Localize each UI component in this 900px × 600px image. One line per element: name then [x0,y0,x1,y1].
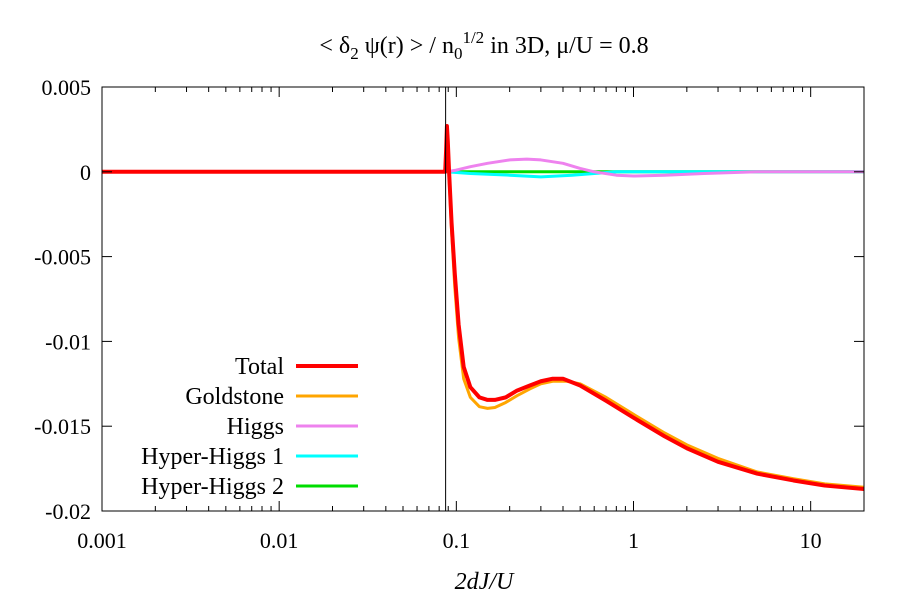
legend-label: Total [235,354,284,380]
series-line-hyper-higgs-1 [102,170,864,179]
legend-label: Higgs [227,414,284,440]
legend-label: Hyper-Higgs 1 [141,444,284,470]
series-line-higgs [102,157,864,178]
series-line-total [102,124,865,491]
y-tick-label: 0.005 [42,75,92,100]
y-tick-label: -0.02 [45,499,91,524]
x-tick-label: 0.001 [77,528,127,553]
plot-frame [101,86,865,512]
y-tick-label: -0.015 [34,414,91,439]
x-tick-label: 1 [628,528,639,553]
x-axis-label: 2dJ/U [455,569,515,595]
x-tick-label: 10 [800,528,822,553]
series-layer [102,124,865,491]
y-tick-label: -0.01 [45,329,91,354]
chart-title: < δ2 ψ(r) > / n01/2 in 3D, μ/U = 0.8 [319,28,648,63]
legend: Total Goldstone Higgs Hyper-Higgs 1 Hyper-Hi… [141,354,358,500]
legend-label: Goldstone [185,384,284,410]
x-tick-label: 0.01 [260,528,299,553]
tick-layer: 0.001 0.01 0.1 1 10 0.005 0 -0.005 -0.01 -0.015 -0… [34,75,865,553]
y-tick-label: 0 [80,160,91,185]
series-line-goldstone [102,124,865,489]
y-tick-label: -0.005 [34,245,91,270]
x-tick-label: 0.1 [443,528,471,553]
legend-label: Hyper-Higgs 2 [141,474,284,500]
